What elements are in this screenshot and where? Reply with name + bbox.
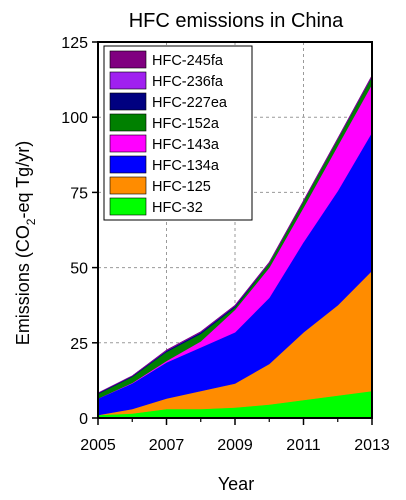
legend-swatch <box>109 113 147 132</box>
legend: HFC-245fa HFC-236fa HFC-227ea HFC-152a HFC-1… <box>103 45 253 221</box>
x-tick-label: 2013 <box>354 437 390 454</box>
y-axis-label-subscript: 2 <box>24 218 38 225</box>
chart-title: HFC emissions in China <box>129 10 344 32</box>
y-tick-label: 0 <box>79 411 88 428</box>
legend-label: HFC-245fa <box>152 53 224 69</box>
x-axis-label: Year <box>218 474 254 494</box>
legend-swatch <box>109 50 147 69</box>
y-axis-label: Emissions (CO2-eq Tg/yr) <box>13 141 38 345</box>
y-tick-label: 50 <box>70 261 88 278</box>
x-tick-label: 2009 <box>217 437 253 454</box>
legend-swatch <box>109 197 147 216</box>
legend-label: HFC-134a <box>152 158 220 174</box>
y-axis-label-unit: -eq Tg/yr) <box>13 141 33 219</box>
legend-label: HFC-227ea <box>152 95 228 111</box>
x-tick-label: 2011 <box>286 437 321 454</box>
x-tick-label: 2007 <box>149 437 185 454</box>
y-tick-label: 25 <box>70 336 88 353</box>
legend-swatch <box>109 71 147 90</box>
legend-swatch <box>109 155 147 174</box>
legend-label: HFC-152a <box>152 116 220 132</box>
legend-swatch <box>109 134 147 153</box>
legend-label: HFC-125 <box>152 179 211 195</box>
x-tick-label: 2005 <box>80 437 116 454</box>
y-axis-label-main: Emissions (CO <box>13 225 33 345</box>
y-tick-label: 125 <box>61 35 88 52</box>
y-tick-label: 75 <box>70 185 88 202</box>
legend-label: HFC-32 <box>152 200 203 216</box>
legend-swatch <box>109 92 147 111</box>
legend-swatch <box>109 176 147 195</box>
legend-label: HFC-143a <box>152 137 220 153</box>
legend-label: HFC-236fa <box>152 74 224 90</box>
y-tick-label: 100 <box>61 110 88 127</box>
axis-ticks: 0 25 50 75 100 125 2005 2007 2009 2011 2013 <box>61 35 390 454</box>
